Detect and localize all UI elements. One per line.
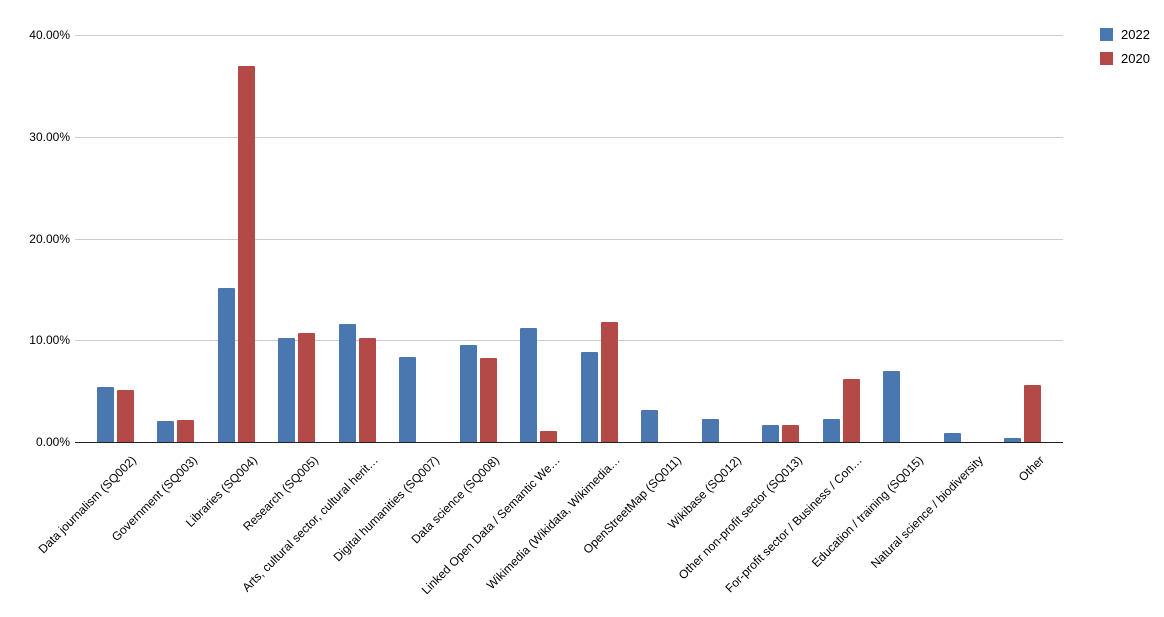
bar-group xyxy=(811,35,872,442)
bar-2022 xyxy=(641,410,659,442)
bar-2020 xyxy=(358,338,376,442)
bar-group xyxy=(690,35,751,442)
bar-2020 xyxy=(177,419,195,442)
bar-2020 xyxy=(237,65,255,442)
bar-group xyxy=(751,35,812,442)
gridline xyxy=(75,340,1063,342)
bar-2022 xyxy=(943,432,961,442)
y-axis-tick-label: 0.00% xyxy=(35,435,70,449)
bar-group xyxy=(993,35,1054,442)
y-axis-tick-label: 20.00% xyxy=(29,231,70,246)
legend-label-2020: 2020 xyxy=(1121,51,1150,66)
chart-legend: 2022 2020 xyxy=(1100,27,1150,66)
bar-group xyxy=(630,35,691,442)
bar-2022 xyxy=(157,420,175,442)
bar-group xyxy=(206,35,267,442)
legend-label-2022: 2022 xyxy=(1121,27,1150,42)
legend-item-2020: 2020 xyxy=(1100,51,1150,66)
y-axis-labels: 40.00% 30.00% 20.00% 10.00% 0.00% xyxy=(0,28,70,449)
bar-2022 xyxy=(822,418,840,442)
bar-group xyxy=(509,35,570,442)
bar-group xyxy=(85,35,146,442)
bar-2020 xyxy=(782,424,800,442)
bar-2022 xyxy=(338,323,356,442)
bar-group xyxy=(327,35,388,442)
bar-2022 xyxy=(459,345,477,442)
y-axis-tick-label: 10.00% xyxy=(29,333,70,348)
gridline xyxy=(75,238,1063,240)
bar-2020 xyxy=(842,378,860,442)
bar-2022 xyxy=(399,356,417,442)
bar-groups xyxy=(75,35,1063,442)
bar-2020 xyxy=(116,390,134,442)
bar-2020 xyxy=(1024,385,1042,442)
x-axis-labels: Data journalism (SQ002) Government (SQ003… xyxy=(36,443,1063,617)
bar-2022 xyxy=(96,387,114,442)
bar-group xyxy=(448,35,509,442)
legend-item-2022: 2022 xyxy=(1100,27,1150,42)
bar-2022 xyxy=(701,418,719,442)
gridline xyxy=(75,136,1063,138)
y-axis-tick-label: 30.00% xyxy=(29,129,70,144)
bar-2020 xyxy=(540,430,558,442)
legend-swatch-2022-icon xyxy=(1100,28,1113,41)
bar-2022 xyxy=(217,288,235,442)
bar-2022 xyxy=(1004,437,1022,442)
bar-group xyxy=(872,35,933,442)
bar-group xyxy=(388,35,449,442)
bar-2022 xyxy=(278,338,296,442)
bar-group xyxy=(932,35,993,442)
bar-2022 xyxy=(580,352,598,442)
bar-group xyxy=(569,35,630,442)
bar-2022 xyxy=(520,328,538,442)
bar-group xyxy=(267,35,328,442)
bar-2022 xyxy=(883,370,901,442)
gridline xyxy=(75,35,1063,36)
bar-group xyxy=(146,35,207,442)
y-axis-tick-label: 40.00% xyxy=(29,28,70,42)
bar-2020 xyxy=(298,333,316,442)
bar-2020 xyxy=(600,321,618,442)
bar-2020 xyxy=(479,357,497,442)
bar-2022 xyxy=(762,424,780,442)
legend-swatch-2020-icon xyxy=(1100,52,1113,65)
plot-area xyxy=(75,35,1063,443)
